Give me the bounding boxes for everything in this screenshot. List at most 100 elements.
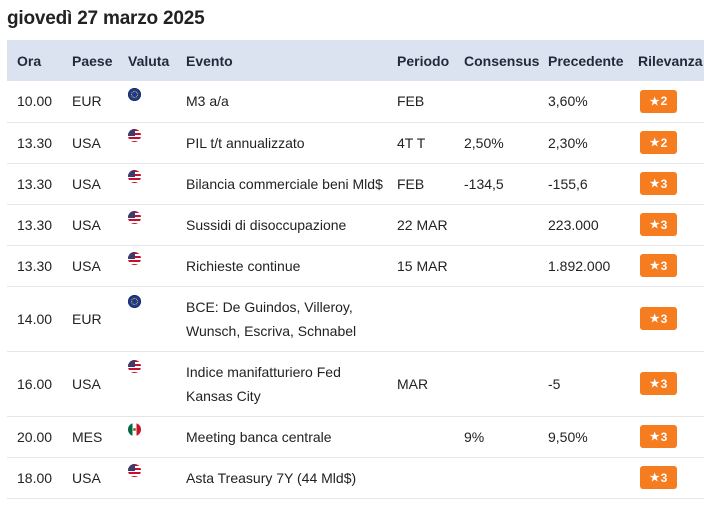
table-row[interactable]: 20.00 MES Meeting banca centrale 9% 9,50… [7,416,704,458]
star-icon: ★ [649,178,660,190]
evento-line: BCE: De Guindos, Villeroy, [186,298,353,315]
relevance-badge: ★ 2 [640,89,677,113]
cell-precedente: 9,50% [538,416,628,458]
us-flag-icon [128,360,141,374]
column-header-evento[interactable]: Evento [186,52,233,69]
cell-consensus [454,457,538,499]
column-header-paese[interactable]: Paese [72,52,113,69]
evento-line: Wunsch, Escriva, Schnabel [186,322,357,339]
cell-consensus [454,351,538,417]
us-flag-icon [128,170,141,184]
relevance-badge: ★ 3 [640,372,677,395]
cell-periodo [387,286,454,352]
cell-evento[interactable]: M3 a/a [176,81,387,123]
table-row[interactable]: 13.30 USA Sussidi di disoccupazione 22 M… [7,204,704,246]
column-header-periodo[interactable]: Periodo [397,52,450,69]
cell-precedente: -5 [538,351,628,417]
cell-evento[interactable]: Indice manifatturiero Fed Kansas City [176,351,387,417]
table-row[interactable]: 18.00 USA Asta Treasury 7Y (44 Mld$) ★ 3 [7,457,704,499]
star-icon: ★ [649,95,660,108]
cell-evento[interactable]: BCE: De Guindos, Villeroy, Wunsch, Escriv… [176,286,387,352]
table-row[interactable]: 10.00 EUR M3 a/a FEB 3,60% ★ 2 [7,81,704,123]
cell-paese: EUR [62,81,118,123]
table-row[interactable]: 13.30 USA Bilancia commerciale beni Mld$… [7,163,704,205]
cell-consensus: -134,5 [454,163,538,205]
star-icon: ★ [649,472,660,484]
star-icon: ★ [649,378,660,390]
table-row[interactable]: 13.30 USA Richieste continue 15 MAR 1.89… [7,245,704,287]
star-icon: ★ [649,431,660,443]
cell-consensus: 9% [454,416,538,458]
cell-paese: USA [62,204,118,246]
column-header-valuta[interactable]: Valuta [128,52,170,69]
economic-calendar-table: Ora Paese Valuta Evento Periodo Consensu… [7,40,704,499]
cell-evento[interactable]: PIL t/t annualizzato [176,122,387,164]
cell-periodo: FEB [387,81,454,123]
cell-paese: USA [62,245,118,287]
cell-consensus [454,81,538,123]
cell-periodo: FEB [387,163,454,205]
cell-evento[interactable]: Bilancia commerciale beni Mld$ [176,163,387,205]
column-header-precedente[interactable]: Precedente [548,52,624,69]
cell-precedente: 2,30% [538,122,628,164]
cell-ora: 14.00 [7,286,62,352]
evento-line: Indice manifatturiero Fed [186,363,341,380]
star-icon: ★ [649,219,660,231]
cell-periodo: 22 MAR [387,204,454,246]
column-header-ora[interactable]: Ora [17,52,42,69]
table-row[interactable]: 13.30 USA PIL t/t annualizzato 4T T 2,50… [7,122,704,164]
cell-periodo: 15 MAR [387,245,454,287]
cell-paese: USA [62,351,118,417]
cell-precedente: 1.892.000 [538,245,628,287]
cell-precedente [538,457,628,499]
relevance-badge: ★ 3 [640,213,677,236]
table-row[interactable]: 14.00 EUR BCE: De Guindos, Villeroy, Wuns… [7,286,704,352]
cell-precedente [538,286,628,352]
cell-paese: USA [62,163,118,205]
cell-paese: MES [62,416,118,458]
cell-precedente: 223.000 [538,204,628,246]
star-icon: ★ [649,313,660,325]
cell-ora: 16.00 [7,351,62,417]
relevance-badge: ★ 3 [640,466,677,489]
relevance-badge: ★ 3 [640,425,677,448]
us-flag-icon [128,129,141,143]
table-row[interactable]: 16.00 USA Indice manifatturiero Fed Kansa… [7,351,704,417]
cell-paese: USA [62,122,118,164]
relevance-badge: ★ 2 [640,131,677,154]
cell-consensus [454,245,538,287]
relevance-badge: ★ 3 [640,254,677,277]
eu-flag-icon [128,295,141,309]
table-header: Ora Paese Valuta Evento Periodo Consensu… [7,40,704,81]
cell-ora: 10.00 [7,81,62,123]
cell-consensus [454,204,538,246]
star-icon: ★ [649,137,660,149]
cell-ora: 13.30 [7,245,62,287]
cell-ora: 13.30 [7,204,62,246]
cell-evento[interactable]: Richieste continue [176,245,387,287]
cell-consensus [454,286,538,352]
cell-evento[interactable]: Asta Treasury 7Y (44 Mld$) [176,457,387,499]
cell-ora: 13.30 [7,122,62,164]
eu-flag-icon [128,88,141,102]
column-header-rilevanza[interactable]: Rilevanza [638,52,703,69]
cell-ora: 13.30 [7,163,62,205]
cell-paese: USA [62,457,118,499]
cell-ora: 20.00 [7,416,62,458]
star-icon: ★ [649,260,660,272]
us-flag-icon [128,211,141,225]
column-header-consensus[interactable]: Consensus [464,52,540,69]
cell-evento[interactable]: Meeting banca centrale [176,416,387,458]
evento-line: Kansas City [186,387,261,404]
us-flag-icon [128,252,141,266]
day-title: giovedì 27 marzo 2025 [7,8,205,29]
cell-consensus: 2,50% [454,122,538,164]
cell-precedente: -155,6 [538,163,628,205]
relevance-badge: ★ 3 [640,307,677,330]
cell-paese: EUR [62,286,118,352]
cell-periodo: MAR [387,351,454,417]
cell-evento[interactable]: Sussidi di disoccupazione [176,204,387,246]
mx-flag-icon [128,423,141,437]
cell-periodo: 4T T [387,122,454,164]
cell-periodo [387,457,454,499]
